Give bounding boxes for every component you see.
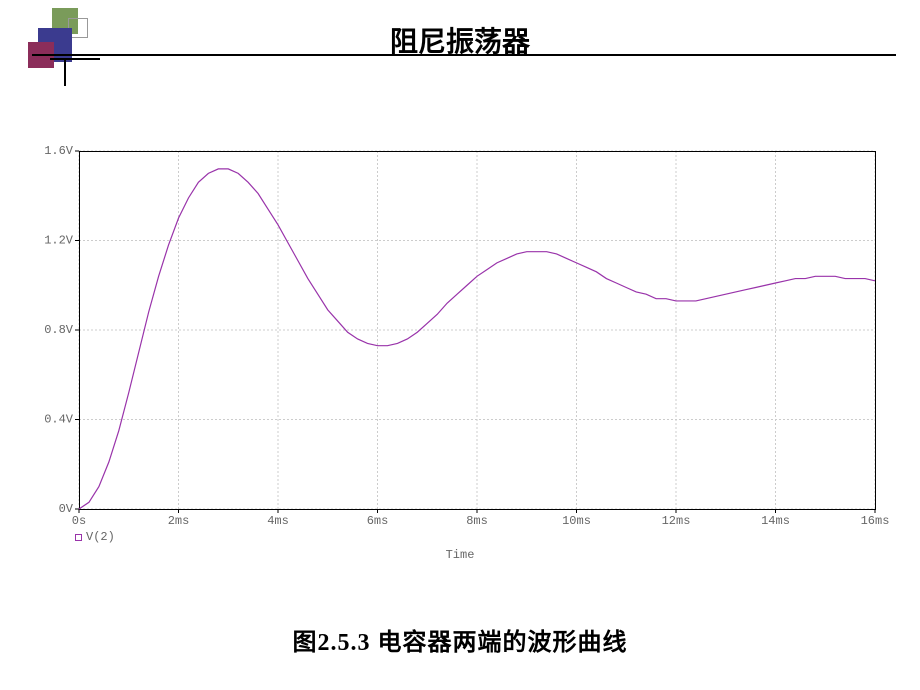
legend-marker-icon xyxy=(75,534,82,541)
header-divider xyxy=(32,54,896,56)
figure-caption: 图2.5.3 电容器两端的波形曲线 xyxy=(0,622,920,657)
legend-label: V(2) xyxy=(86,530,115,544)
header: 阻尼振荡器 xyxy=(0,0,920,108)
x-axis-label: Time xyxy=(0,548,920,562)
chart-legend: V(2) xyxy=(75,530,115,544)
waveform-chart xyxy=(35,141,891,531)
chart-canvas xyxy=(35,141,891,531)
